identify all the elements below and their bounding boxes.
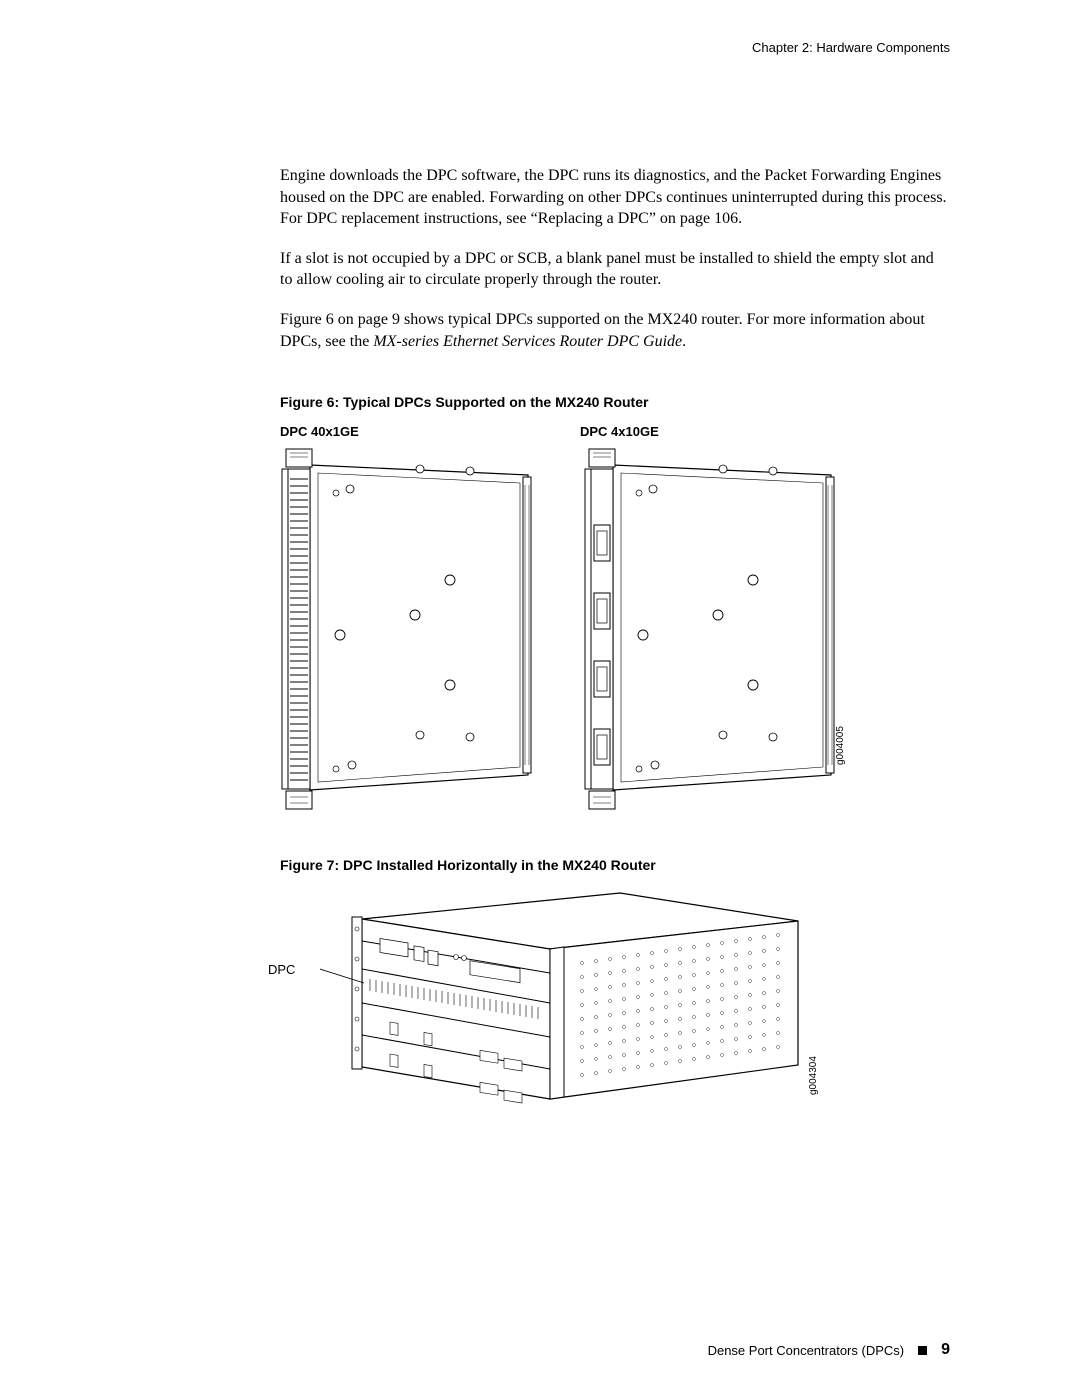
dpc-40x1ge-card — [280, 445, 535, 815]
figure7-caption: Figure 7: DPC Installed Horizontally in … — [280, 857, 950, 873]
page-footer: Dense Port Concentrators (DPCs) 9 — [708, 1341, 950, 1359]
figure6-labels: DPC 40x1GE DPC 4x10GE — [280, 424, 950, 439]
paragraph-3-italic: MX-series Ethernet Services Router DPC G… — [373, 333, 682, 350]
chapter-label: Chapter 2: Hardware Components — [752, 40, 950, 55]
paragraph-3: Figure 6 on page 9 shows typical DPCs su… — [280, 309, 950, 352]
figure6-left-label: DPC 40x1GE — [280, 424, 580, 439]
figure7-gcode: g004304 — [808, 1056, 819, 1095]
figure7-dpc-callout: DPC — [268, 962, 295, 977]
figure6-images: g004005 — [280, 445, 950, 815]
footer-square-icon — [918, 1346, 927, 1355]
footer-section: Dense Port Concentrators (DPCs) — [708, 1343, 905, 1358]
figure6-area: DPC 40x1GE DPC 4x10GE — [280, 424, 950, 815]
document-page: Chapter 2: Hardware Components Engine do… — [0, 0, 1080, 1397]
dpc-4x10ge-card: g004005 — [583, 445, 838, 815]
footer-page-number: 9 — [941, 1341, 950, 1359]
figure7-chassis-svg — [320, 887, 840, 1112]
figure6-gcode: g004005 — [835, 726, 846, 765]
paragraph-2: If a slot is not occupied by a DPC or SC… — [280, 248, 950, 291]
paragraph-1: Engine downloads the DPC software, the D… — [280, 165, 950, 230]
paragraph-3-tail: . — [682, 333, 686, 350]
dpc-4x10ge-svg — [583, 445, 838, 815]
figure6-right-label: DPC 4x10GE — [580, 424, 659, 439]
figure7-area: DPC — [280, 887, 950, 1117]
page-header: Chapter 2: Hardware Components — [280, 40, 950, 55]
dpc-40x1ge-svg — [280, 445, 535, 815]
figure6-caption: Figure 6: Typical DPCs Supported on the … — [280, 394, 950, 410]
